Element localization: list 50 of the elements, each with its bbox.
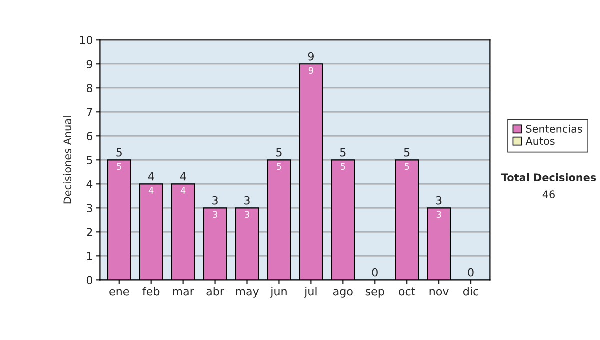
data-label: 4 (180, 187, 186, 194)
y-tick-label: 7 (87, 108, 92, 116)
y-tick-label: 4 (86, 180, 93, 188)
total-label: 5 (276, 148, 282, 157)
legend-label: Autos (526, 137, 555, 146)
data-label: 5 (277, 163, 282, 170)
x-tick-label: abr (206, 287, 224, 296)
data-label: 5 (117, 163, 122, 170)
y-tick-label: 8 (86, 84, 92, 93)
total-label: 0 (372, 268, 378, 277)
total-label: 5 (116, 148, 122, 157)
y-tick-label: 1 (87, 252, 92, 260)
legend-label: Sentencias (526, 124, 582, 133)
y-tick-label: 9 (86, 60, 92, 69)
data-label: 3 (213, 211, 218, 218)
total-label: 3 (436, 196, 442, 205)
data-label: 9 (308, 67, 314, 74)
x-tick-label: jun (270, 287, 287, 298)
data-label: 3 (436, 211, 442, 218)
total-label: 3 (244, 196, 250, 205)
text: 46 (542, 190, 555, 199)
total-label: 3 (212, 196, 218, 205)
total-label: 4 (148, 172, 154, 181)
y-axis-title: Decisiones Anual (63, 116, 72, 204)
x-tick-label: feb (142, 287, 160, 296)
x-tick-label: may (236, 289, 260, 298)
total-label: 0 (468, 268, 474, 277)
x-tick-label: oct (399, 288, 416, 296)
y-tick-label: 2 (87, 228, 92, 236)
x-tick-label: dic (464, 287, 478, 296)
total-label: 9 (308, 52, 314, 61)
x-tick-label: nov (430, 289, 449, 296)
y-tick-label: 3 (87, 204, 92, 213)
y-tick-label: 5 (87, 156, 92, 165)
data-label: 4 (148, 187, 154, 194)
data-label: 5 (404, 163, 410, 170)
data-label: 5 (340, 163, 346, 170)
total-label: 5 (404, 148, 410, 157)
total-label: 5 (340, 148, 346, 157)
x-tick-label: ene (110, 289, 130, 296)
total-label: 4 (180, 172, 186, 181)
x-tick-label: sep (366, 289, 384, 298)
y-tick-label: 0 (86, 276, 93, 285)
y-tick-label: 6 (86, 132, 93, 141)
y-tick-label: 10 (80, 36, 93, 44)
x-tick-label: jul (304, 287, 317, 298)
text: Total Decisiones (501, 173, 596, 182)
x-tick-label: mar (173, 289, 194, 296)
x-tick-label: ago (333, 289, 353, 298)
data-label: 3 (245, 211, 250, 218)
